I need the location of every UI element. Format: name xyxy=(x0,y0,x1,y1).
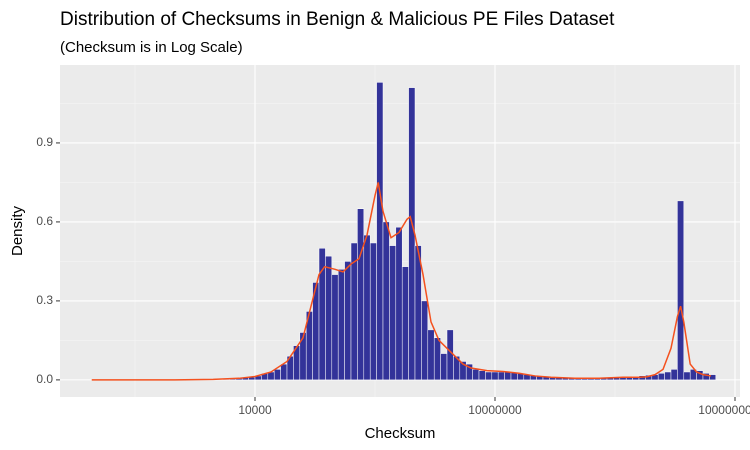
bar xyxy=(376,82,384,381)
y-tick-label: 0.9 xyxy=(36,135,53,149)
bar xyxy=(280,363,288,381)
y-tick-label: 0.6 xyxy=(36,214,53,228)
y-tick-label: 0.0 xyxy=(36,372,53,386)
bar xyxy=(433,337,441,381)
x-tick-label: 10000000000 xyxy=(698,403,750,417)
bar xyxy=(395,226,403,381)
bar xyxy=(331,274,339,381)
bar xyxy=(664,371,672,381)
bar xyxy=(504,371,512,381)
bar xyxy=(401,266,409,381)
y-tick-label: 0.3 xyxy=(36,293,53,307)
bar xyxy=(440,353,448,381)
bar xyxy=(485,371,493,381)
x-axis-label: Checksum xyxy=(365,425,436,442)
bar xyxy=(446,329,454,381)
x-tick-label: 10000000 xyxy=(468,403,522,417)
bar xyxy=(491,371,499,381)
bar xyxy=(325,255,333,381)
bar xyxy=(497,371,505,381)
bar xyxy=(427,329,435,381)
bar xyxy=(657,373,665,381)
bar xyxy=(421,300,429,381)
x-tick-label: 10000 xyxy=(238,403,272,417)
bar xyxy=(472,369,480,381)
bar xyxy=(389,245,397,381)
density-line xyxy=(91,182,712,381)
bar xyxy=(363,234,371,381)
bar xyxy=(369,242,377,381)
marks xyxy=(91,82,717,381)
chart-subtitle: (Checksum is in Log Scale) xyxy=(60,39,243,56)
bar xyxy=(337,269,345,381)
bar xyxy=(683,371,691,381)
bar xyxy=(709,374,717,381)
chart-title: Distribution of Checksums in Benign & Ma… xyxy=(60,9,615,30)
bar xyxy=(299,332,307,381)
bar xyxy=(273,369,281,381)
bar xyxy=(478,370,486,381)
y-axis-label: Density xyxy=(9,205,26,256)
bar xyxy=(344,261,352,381)
bar xyxy=(670,369,678,381)
bar xyxy=(414,245,422,381)
bar xyxy=(357,208,365,381)
bar xyxy=(382,221,390,381)
bar xyxy=(677,200,685,381)
